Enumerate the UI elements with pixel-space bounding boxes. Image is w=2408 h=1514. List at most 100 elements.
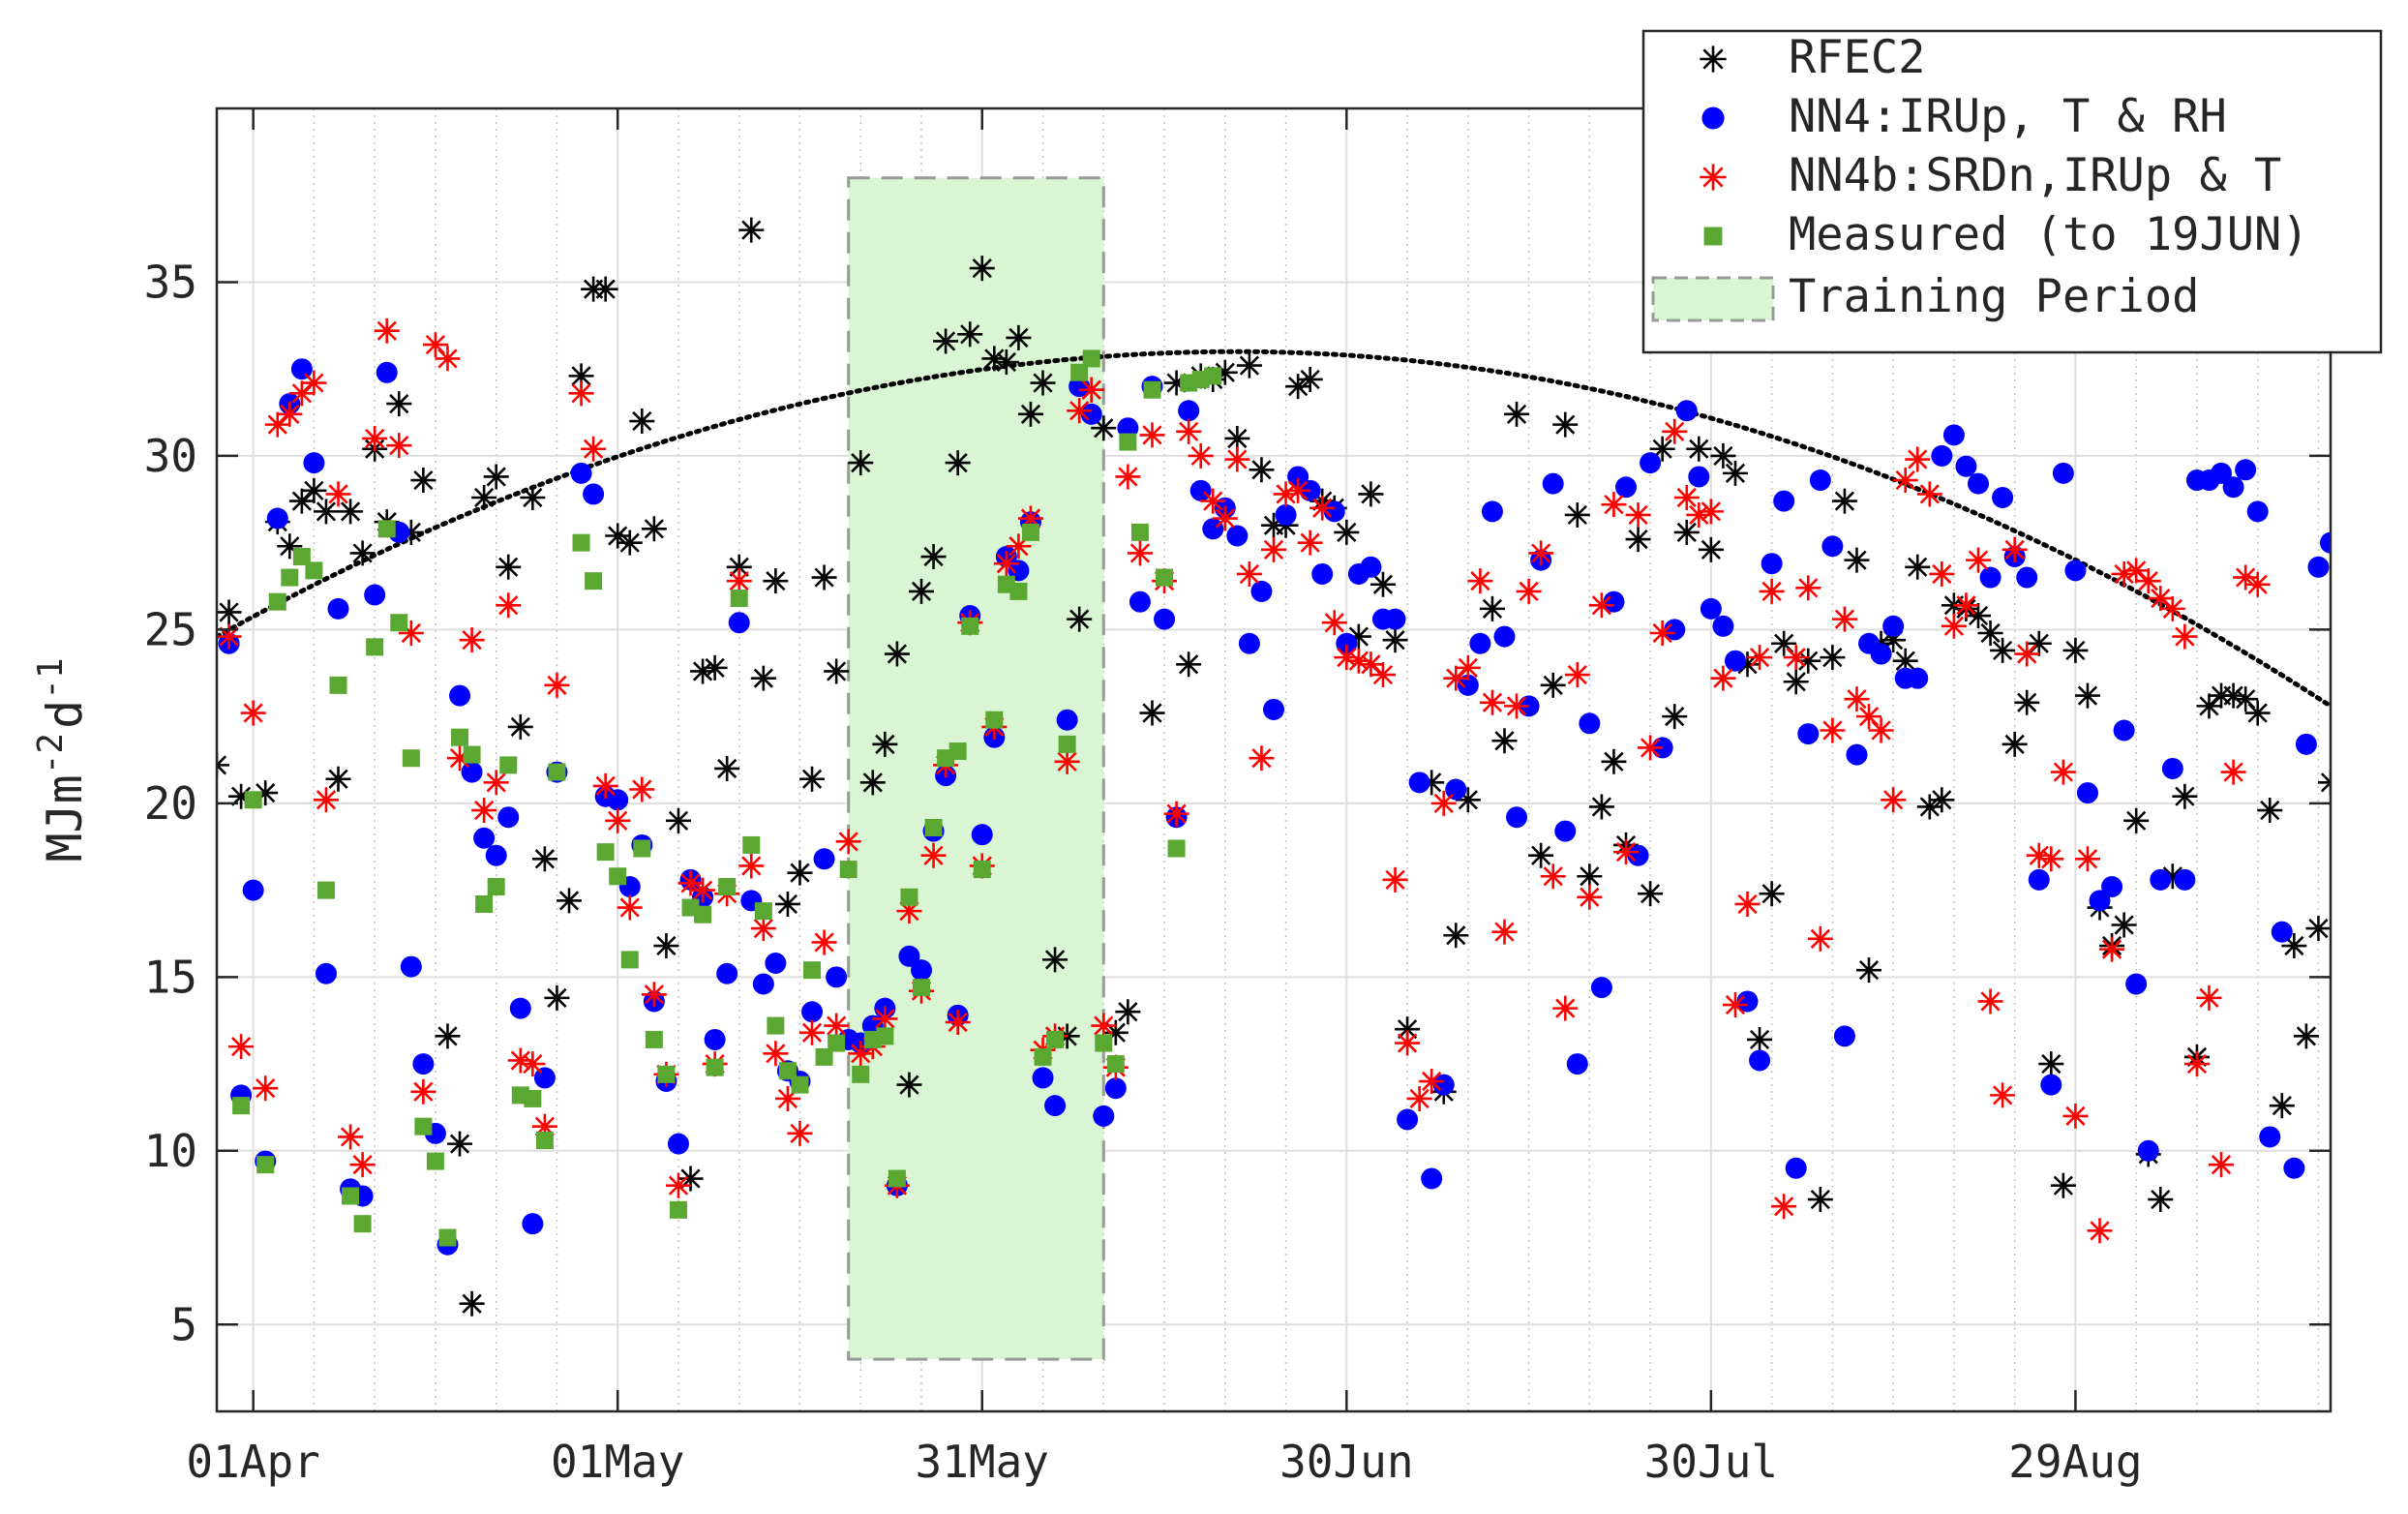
data-point (2101, 876, 2123, 898)
data-point (1287, 466, 1309, 488)
data-point (1311, 562, 1334, 585)
data-point (1455, 654, 1481, 681)
y-tick-labels: 5 10 15 20 25 30 35 (144, 256, 197, 1350)
data-point (1224, 446, 1250, 472)
data-point (548, 763, 566, 781)
data-point (920, 842, 947, 868)
data-point (2235, 459, 2257, 481)
data-point (1345, 623, 1371, 650)
data-point (848, 450, 874, 476)
data-point (325, 766, 351, 792)
data-point (592, 772, 618, 799)
data-point (1649, 436, 1675, 462)
data-point (1176, 651, 1202, 678)
data-point (714, 755, 740, 781)
data-point (1261, 536, 1286, 562)
data-point (852, 1065, 870, 1083)
data-point (1163, 370, 1189, 396)
data-point (583, 483, 605, 505)
data-point (2016, 566, 2038, 589)
data-point (839, 861, 858, 879)
data-point (1649, 620, 1675, 646)
data-point (288, 488, 315, 514)
data-point (1807, 925, 1833, 952)
y-tick-label: 10 (144, 1125, 197, 1177)
data-point (1054, 748, 1080, 774)
data-point (763, 568, 789, 594)
data-point (872, 1006, 898, 1032)
data-point (1102, 1019, 1129, 1045)
data-point (1273, 481, 1299, 507)
data-point (1625, 501, 1651, 528)
data-point (1846, 743, 1868, 766)
data-point (449, 684, 471, 707)
data-point (677, 1166, 704, 1192)
data-point (266, 507, 288, 530)
data-point (422, 332, 448, 358)
data-point (813, 848, 835, 870)
data-point (1443, 923, 1469, 949)
clear-sky-curve (217, 348, 2331, 709)
data-point (1297, 530, 1323, 556)
data-point (459, 627, 485, 653)
data-point (2087, 1218, 2113, 1244)
data-point (1955, 455, 1977, 477)
data-point (728, 612, 750, 634)
data-point (1167, 839, 1186, 858)
data-point (1662, 704, 1688, 730)
data-point (1724, 650, 1746, 672)
data-point (2259, 1126, 2281, 1148)
data-point (1080, 403, 1102, 425)
y-tick-label: 25 (144, 603, 197, 655)
data-point (1250, 580, 1273, 602)
data-point (1977, 620, 2003, 646)
data-point (605, 807, 631, 833)
data-point (2293, 1023, 2319, 1049)
data-point (1795, 648, 1821, 674)
data-point (277, 533, 303, 560)
x-tick-label: 31May (916, 1436, 1049, 1488)
data-point (1297, 366, 1323, 392)
data-point (524, 1089, 542, 1107)
data-point (2089, 890, 2111, 912)
data-point (1395, 1030, 1421, 1056)
data-point (1419, 770, 1445, 796)
data-point (1916, 794, 1942, 820)
data-point (1395, 1016, 1421, 1043)
data-point (2099, 936, 2125, 962)
data-point (2111, 560, 2137, 587)
data-point (2233, 564, 2259, 590)
data-point (1601, 492, 1627, 518)
data-point (1722, 992, 1748, 1018)
data-point (803, 961, 822, 980)
data-point (1771, 1194, 1797, 1220)
data-point (774, 1085, 800, 1111)
data-point (1091, 415, 1117, 441)
data-point (1406, 1085, 1432, 1111)
x-tick-label: 30Jun (1279, 1436, 1413, 1488)
data-point (2305, 916, 2331, 942)
data-point (1613, 839, 1639, 865)
data-point (1104, 1077, 1127, 1100)
data-point (617, 530, 643, 556)
data-point (1615, 476, 1637, 499)
data-point (629, 409, 655, 435)
x-tick-label: 30Jul (1644, 1436, 1778, 1488)
data-point (1831, 606, 1857, 632)
legend-marker (1700, 164, 1727, 191)
data-point (557, 888, 582, 914)
data-point (633, 839, 651, 858)
data-point (1119, 433, 1137, 451)
data-point (1979, 566, 2002, 589)
data-point (303, 452, 325, 474)
data-point (1761, 553, 1783, 575)
data-point (1552, 995, 1579, 1021)
data-point (1588, 592, 1614, 619)
data-point (2150, 868, 2172, 891)
data-point (1481, 500, 1503, 523)
data-point (1783, 669, 1809, 695)
data-point (1163, 801, 1189, 827)
data-point (2257, 798, 2283, 824)
data-point (1540, 672, 1566, 698)
